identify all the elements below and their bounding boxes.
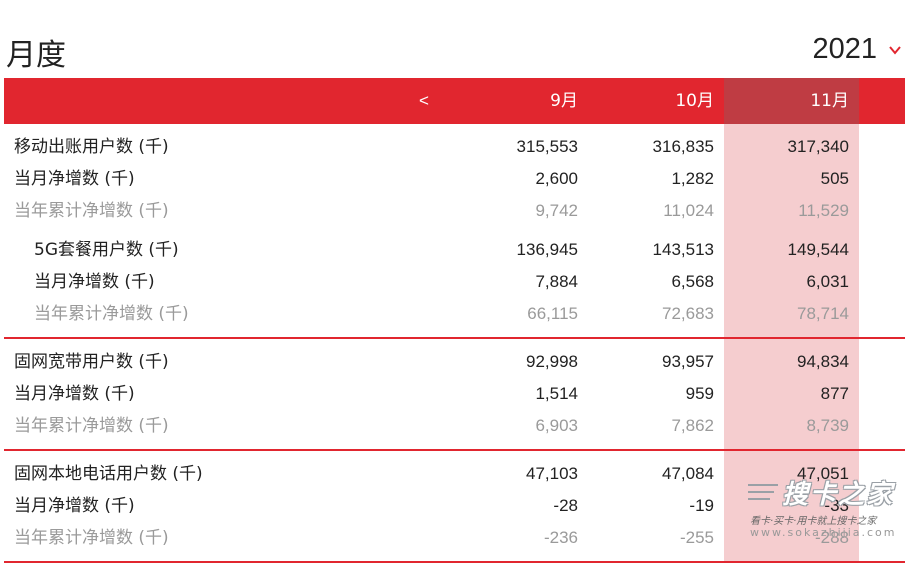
- watermark: 搜卡之家 看卡·买卡·用卡就上搜卡之家 www.sokazhijia.com: [742, 470, 907, 545]
- chevron-down-icon: [889, 45, 901, 55]
- watermark-stripe: [748, 498, 770, 500]
- cell-value: -28: [553, 496, 578, 515]
- row-label: 当月净增数 (千): [14, 384, 135, 404]
- column-header-oct: 10月: [675, 91, 714, 111]
- cell-value: 9,742: [535, 201, 578, 220]
- row-label: 固网宽带用户数 (千): [14, 352, 169, 372]
- cell-value: 78,714: [797, 304, 849, 323]
- cell-value: 959: [685, 384, 714, 403]
- cell-value: 7,862: [671, 416, 714, 435]
- row-label: 当月净增数 (千): [14, 496, 135, 516]
- table-row: 当月净增数 (千) 7,884 6,568 6,031: [0, 267, 909, 297]
- cell-value: 93,957: [662, 352, 714, 371]
- cell-value: 7,884: [535, 272, 578, 291]
- table-row: 固网宽带用户数 (千) 92,998 93,957 94,834: [0, 347, 909, 377]
- table-row: 当年累计净增数 (千) 6,903 7,862 8,739: [0, 411, 909, 441]
- cell-value: 66,115: [527, 304, 578, 323]
- row-label: 5G套餐用户数 (千): [34, 240, 179, 260]
- year-dropdown[interactable]: 2021: [812, 33, 903, 66]
- cell-value: 47,051: [797, 464, 849, 483]
- cell-value: 11,024: [663, 201, 714, 220]
- cell-value: -236: [543, 528, 578, 547]
- cell-value: 143,513: [652, 240, 714, 259]
- table-row: 固网本地电话用户数 (千) 47,103 47,084 47,051: [0, 459, 909, 489]
- watermark-brand: 搜卡之家: [782, 480, 895, 510]
- column-header-nov[interactable]: 11月: [810, 91, 849, 111]
- row-label: 移动出账用户数 (千): [14, 137, 169, 157]
- table-row: 5G套餐用户数 (千) 136,945 143,513 149,544: [0, 235, 909, 265]
- table-row: 当年累计净增数 (千) 9,742 11,024 11,529: [0, 196, 909, 226]
- cell-value: 1,514: [535, 384, 578, 403]
- cell-value: 136,945: [516, 240, 578, 259]
- cell-value: 505: [820, 169, 849, 188]
- section-divider: [4, 561, 905, 563]
- row-label: 当年累计净增数 (千): [14, 201, 169, 221]
- cell-value: 11,529: [798, 201, 849, 220]
- column-header-sep: 9月: [550, 91, 578, 111]
- cell-value: -288: [814, 528, 849, 547]
- cell-value: 6,903: [535, 416, 578, 435]
- cell-value: 317,340: [787, 137, 849, 156]
- previous-months-button[interactable]: <: [419, 91, 429, 110]
- cell-value: 47,103: [526, 464, 578, 483]
- cell-value: -255: [679, 528, 714, 547]
- row-label: 当年累计净增数 (千): [34, 304, 189, 324]
- cell-value: 72,683: [662, 304, 714, 323]
- row-label: 当年累计净增数 (千): [14, 528, 169, 548]
- cell-value: 8,739: [806, 416, 849, 435]
- cell-value: 94,834: [797, 352, 849, 371]
- cell-value: 1,282: [671, 169, 714, 188]
- table-row: 当月净增数 (千) -28 -19 -33: [0, 491, 909, 521]
- table-row: 移动出账用户数 (千) 315,553 316,835 317,340: [0, 132, 909, 162]
- table-row: 当月净增数 (千) 1,514 959 877: [0, 379, 909, 409]
- table-row: 当年累计净增数 (千) -236 -255 -288: [0, 523, 909, 553]
- cell-value: -19: [689, 496, 714, 515]
- cell-value: -33: [824, 496, 849, 515]
- table-row: 当月净增数 (千) 2,600 1,282 505: [0, 164, 909, 194]
- cell-value: 6,031: [806, 272, 849, 291]
- row-label: 固网本地电话用户数 (千): [14, 464, 203, 484]
- section-divider: [4, 337, 905, 339]
- selected-month-column-highlight: [724, 78, 859, 562]
- row-label: 当月净增数 (千): [14, 169, 135, 189]
- section-divider: [4, 449, 905, 451]
- watermark-stripe: [748, 491, 774, 493]
- cell-value: 316,835: [652, 137, 714, 156]
- cell-value: 315,553: [516, 137, 578, 156]
- cell-value: 149,544: [787, 240, 849, 259]
- cell-value: 92,998: [526, 352, 578, 371]
- row-label: 当月净增数 (千): [34, 272, 155, 292]
- page-title: 月度: [6, 38, 66, 73]
- cell-value: 2,600: [535, 169, 578, 188]
- year-value: 2021: [812, 33, 877, 65]
- watermark-stripe: [748, 484, 778, 486]
- cell-value: 877: [820, 384, 849, 403]
- cell-value: 6,568: [671, 272, 714, 291]
- row-label: 当年累计净增数 (千): [14, 416, 169, 436]
- cell-value: 47,084: [662, 464, 714, 483]
- selected-month-header-highlight: [724, 78, 859, 124]
- watermark-tagline: 看卡·买卡·用卡就上搜卡之家: [750, 516, 877, 527]
- table-row: 当年累计净增数 (千) 66,115 72,683 78,714: [0, 299, 909, 329]
- watermark-url: www.sokazhijia.com: [750, 526, 897, 539]
